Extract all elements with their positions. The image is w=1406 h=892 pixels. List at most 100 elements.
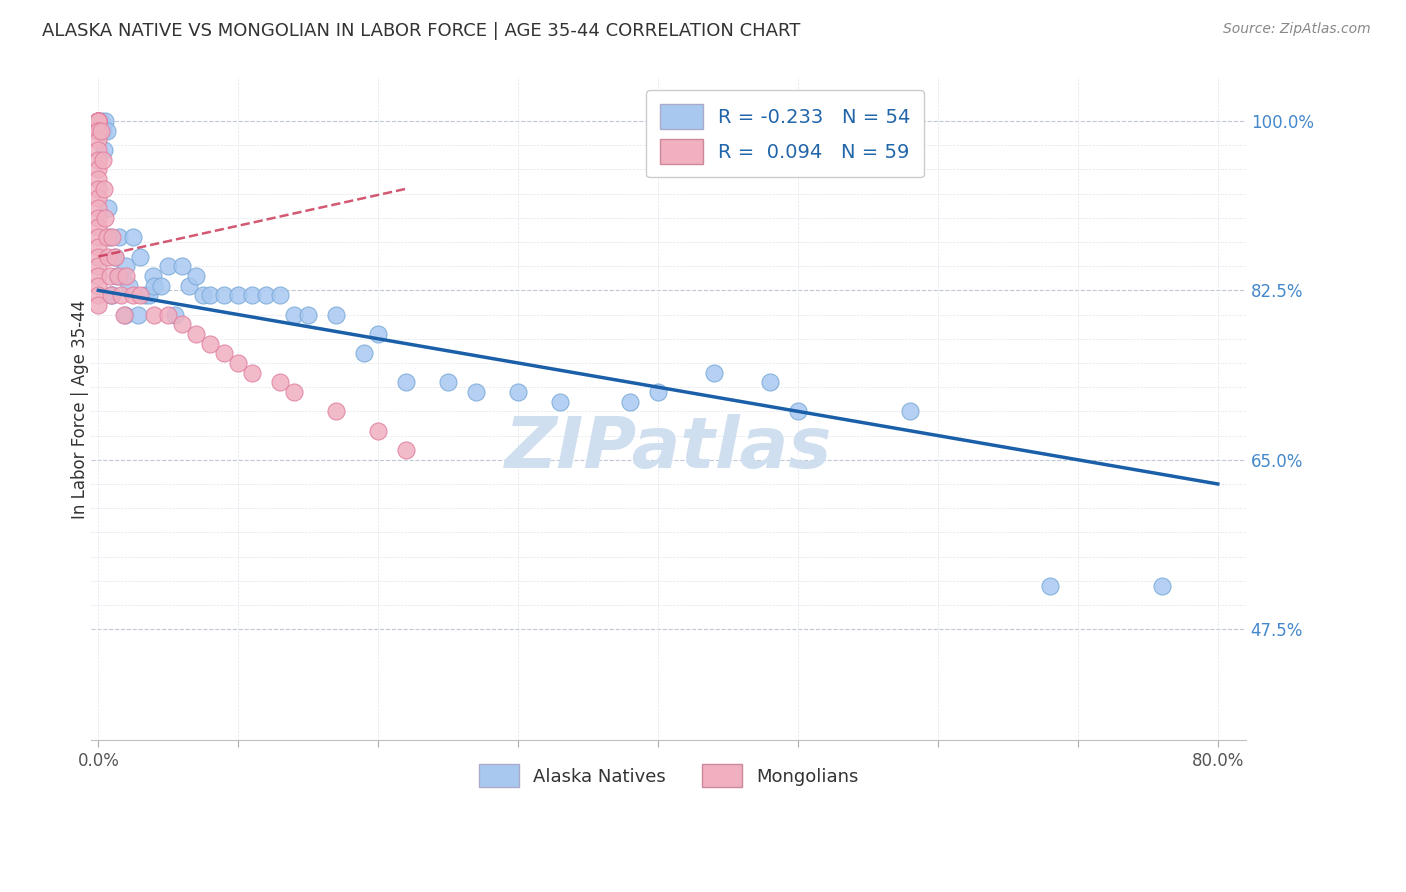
Point bbox=[101, 230, 124, 244]
Point bbox=[87, 278, 110, 293]
Point bbox=[172, 318, 194, 332]
Point bbox=[93, 182, 115, 196]
Point bbox=[619, 394, 641, 409]
Point bbox=[269, 288, 291, 302]
Point bbox=[122, 230, 145, 244]
Point bbox=[94, 114, 117, 128]
Point bbox=[367, 424, 389, 438]
Point bbox=[118, 278, 141, 293]
Point bbox=[200, 288, 222, 302]
Point bbox=[87, 114, 110, 128]
Point bbox=[87, 153, 110, 167]
Point bbox=[703, 366, 725, 380]
Point bbox=[395, 443, 418, 458]
Point bbox=[165, 308, 187, 322]
Point bbox=[157, 259, 180, 273]
Point bbox=[200, 336, 222, 351]
Point bbox=[112, 308, 135, 322]
Point bbox=[134, 288, 156, 302]
Point bbox=[1039, 579, 1062, 593]
Point bbox=[104, 250, 127, 264]
Point bbox=[96, 124, 118, 138]
Point bbox=[104, 250, 127, 264]
Point bbox=[91, 153, 114, 167]
Y-axis label: In Labor Force | Age 35-44: In Labor Force | Age 35-44 bbox=[72, 300, 89, 518]
Point bbox=[122, 288, 145, 302]
Point bbox=[105, 268, 128, 283]
Point bbox=[87, 143, 110, 157]
Point bbox=[96, 230, 118, 244]
Point bbox=[129, 250, 152, 264]
Point bbox=[110, 288, 132, 302]
Point bbox=[100, 288, 122, 302]
Point bbox=[87, 191, 110, 205]
Point bbox=[240, 366, 263, 380]
Point bbox=[115, 259, 138, 273]
Point bbox=[143, 308, 166, 322]
Point bbox=[87, 114, 110, 128]
Point bbox=[226, 356, 249, 370]
Point bbox=[101, 288, 124, 302]
Point bbox=[437, 376, 460, 390]
Point bbox=[87, 298, 110, 312]
Point bbox=[548, 394, 571, 409]
Point bbox=[193, 288, 215, 302]
Point bbox=[87, 114, 110, 128]
Point bbox=[87, 250, 110, 264]
Point bbox=[87, 211, 110, 225]
Point bbox=[143, 278, 166, 293]
Point bbox=[240, 288, 263, 302]
Point bbox=[395, 376, 418, 390]
Legend: Alaska Natives, Mongolians: Alaska Natives, Mongolians bbox=[471, 756, 866, 795]
Text: Source: ZipAtlas.com: Source: ZipAtlas.com bbox=[1223, 22, 1371, 37]
Point bbox=[87, 114, 110, 128]
Point bbox=[1150, 579, 1173, 593]
Point bbox=[107, 268, 129, 283]
Point bbox=[787, 404, 810, 418]
Point bbox=[87, 133, 110, 147]
Point bbox=[129, 288, 152, 302]
Point bbox=[87, 114, 110, 128]
Point bbox=[87, 182, 110, 196]
Point bbox=[87, 114, 110, 128]
Text: ALASKA NATIVE VS MONGOLIAN IN LABOR FORCE | AGE 35-44 CORRELATION CHART: ALASKA NATIVE VS MONGOLIAN IN LABOR FORC… bbox=[42, 22, 800, 40]
Point bbox=[297, 308, 319, 322]
Point bbox=[325, 404, 347, 418]
Point bbox=[353, 346, 375, 360]
Point bbox=[647, 384, 669, 399]
Point bbox=[508, 384, 530, 399]
Point bbox=[87, 124, 110, 138]
Point bbox=[93, 143, 115, 157]
Point bbox=[87, 114, 110, 128]
Point bbox=[465, 384, 488, 399]
Point bbox=[87, 259, 110, 273]
Point bbox=[115, 268, 138, 283]
Point bbox=[214, 346, 236, 360]
Point bbox=[214, 288, 236, 302]
Point bbox=[186, 268, 208, 283]
Point bbox=[87, 201, 110, 215]
Point bbox=[254, 288, 277, 302]
Point bbox=[100, 288, 122, 302]
Point bbox=[142, 268, 165, 283]
Point bbox=[87, 268, 110, 283]
Point bbox=[898, 404, 921, 418]
Point bbox=[283, 384, 305, 399]
Point bbox=[127, 308, 149, 322]
Point bbox=[325, 308, 347, 322]
Point bbox=[97, 250, 120, 264]
Point bbox=[179, 278, 201, 293]
Point bbox=[87, 240, 110, 254]
Point bbox=[138, 288, 160, 302]
Point bbox=[269, 376, 291, 390]
Point bbox=[87, 114, 110, 128]
Point bbox=[87, 172, 110, 186]
Point bbox=[759, 376, 782, 390]
Point bbox=[114, 308, 136, 322]
Point bbox=[87, 288, 110, 302]
Point bbox=[98, 230, 121, 244]
Point bbox=[226, 288, 249, 302]
Point bbox=[90, 124, 112, 138]
Point bbox=[87, 220, 110, 235]
Point bbox=[150, 278, 173, 293]
